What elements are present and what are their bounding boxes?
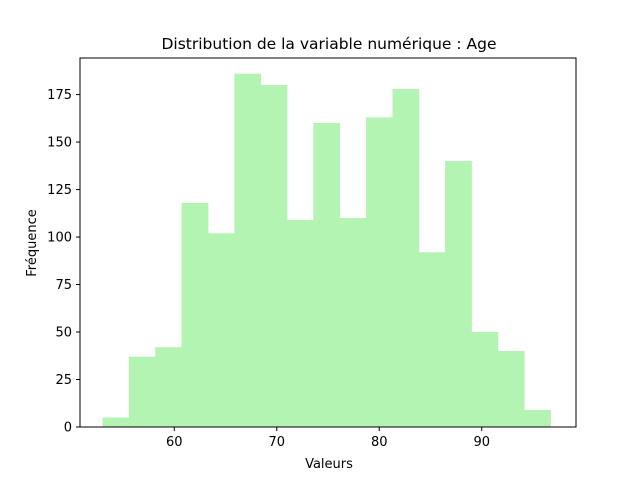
histogram-bar-4	[181, 202, 209, 427]
y-tick-label: 125	[47, 183, 72, 198]
chart-title: Distribution de la variable numérique : …	[161, 35, 496, 53]
plot-frame	[79, 57, 577, 428]
histogram-bar-16	[497, 351, 525, 427]
histogram-bar-13	[418, 252, 446, 427]
y-tick-label: 25	[55, 373, 72, 388]
histogram-bar-14	[445, 161, 472, 428]
y-tick-label: 150	[47, 136, 72, 151]
histogram-bar-11	[366, 117, 393, 428]
y-tick-label: 75	[55, 278, 72, 293]
histogram-bar-10	[339, 218, 367, 427]
histogram-bar-1	[102, 417, 130, 427]
axes-layer: 60 70 80 90 0 25 50 75 100 125 150 175	[47, 57, 577, 450]
histogram-bar-9	[313, 123, 341, 427]
histogram-bar-12	[392, 88, 420, 428]
x-tick-label: 60	[166, 435, 183, 450]
y-axis-title: Fréquence	[25, 209, 40, 276]
bars-layer	[102, 73, 551, 428]
histogram-bar-7	[260, 85, 288, 427]
y-tick-label: 50	[55, 326, 72, 341]
x-axis-title: Valeurs	[305, 457, 353, 472]
histogram-bar-8	[287, 219, 314, 427]
x-tick-label: 80	[371, 435, 388, 450]
x-tick-label: 90	[473, 435, 490, 450]
histogram-bar-5	[208, 233, 235, 427]
histogram-bar-15	[471, 332, 499, 427]
histogram-bar-17	[524, 409, 551, 427]
histogram-bar-3	[155, 347, 182, 427]
y-tick-label: 175	[47, 88, 72, 103]
y-tick-label: 0	[64, 421, 72, 436]
y-tick-label: 100	[47, 231, 72, 246]
x-tick-label: 70	[268, 435, 285, 450]
histogram-bar-6	[234, 73, 262, 428]
histogram-bar-2	[128, 356, 156, 427]
